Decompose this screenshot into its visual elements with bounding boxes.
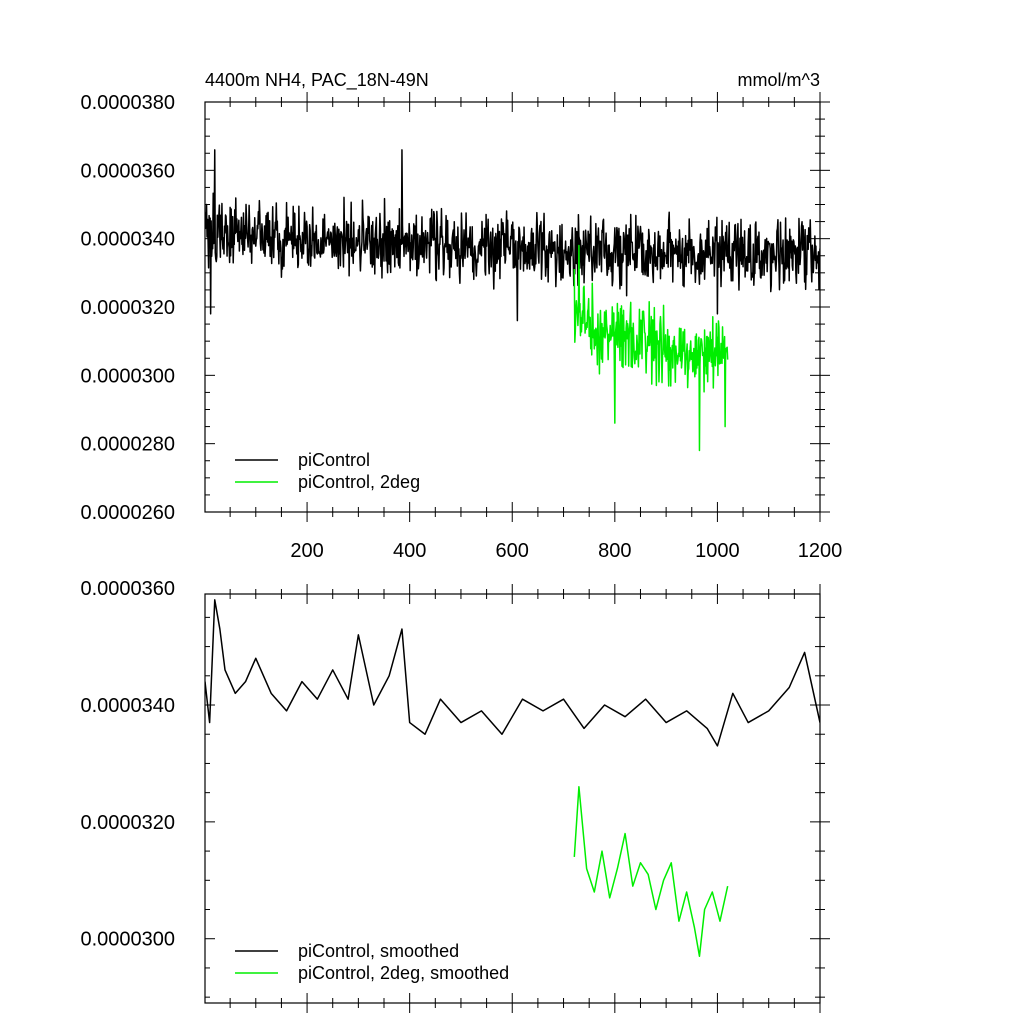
- y-tick-label: 0.0000360: [80, 578, 175, 600]
- x-tick-label: 1000: [695, 540, 740, 562]
- series-line-picontrol-2deg: [573, 786, 729, 958]
- legend-label: piControl, smoothed: [298, 941, 459, 961]
- y-tick-label: 0.0000320: [80, 812, 175, 834]
- x-tick-label: 1200: [798, 540, 843, 562]
- legend-label: piControl, 2deg, smoothed: [298, 963, 509, 983]
- y-tick-label: 0.0000380: [80, 92, 175, 114]
- y-tick-label: 0.0000360: [80, 160, 175, 182]
- y-tick-label: 0.0000320: [80, 297, 175, 319]
- bottom-panel: 0.0000300 0.0000320 0.0000340 0.0000360 piC…: [80, 578, 830, 1013]
- x-tick-label: 200: [290, 540, 323, 562]
- y-tick-label: 0.0000260: [80, 502, 175, 524]
- x-tick-label: 600: [496, 540, 529, 562]
- x-tick-label: 400: [393, 540, 426, 562]
- y-tick-label: 0.0000280: [80, 434, 175, 456]
- y-tick-label: 0.0000340: [80, 229, 175, 251]
- units-label: mmol/m^3: [738, 70, 820, 90]
- series-line-picontrol: [205, 149, 820, 322]
- chart-title: 4400m NH4, PAC_18N-49N: [205, 70, 429, 91]
- y-tick-label: 0.0000300: [80, 365, 175, 387]
- top-panel: 4400m NH4, PAC_18N-49N mmol/m^3 200 400 60…: [80, 70, 842, 562]
- y-tick-label: 0.0000340: [80, 695, 175, 717]
- series-line-picontrol-2deg: [573, 244, 729, 452]
- y-tick-label: 0.0000300: [80, 929, 175, 951]
- legend-label: piControl, 2deg: [298, 472, 420, 492]
- series-line-picontrol: [205, 599, 820, 747]
- bottom-plot-area: 0.0000300 0.0000320 0.0000340 0.0000360: [80, 578, 830, 1013]
- top-plot-area: 200 400 600 800 1000 1200 0.0000260 0.0000280 0.…: [80, 92, 842, 562]
- legend-label: piControl: [298, 450, 370, 470]
- x-tick-label: 800: [598, 540, 631, 562]
